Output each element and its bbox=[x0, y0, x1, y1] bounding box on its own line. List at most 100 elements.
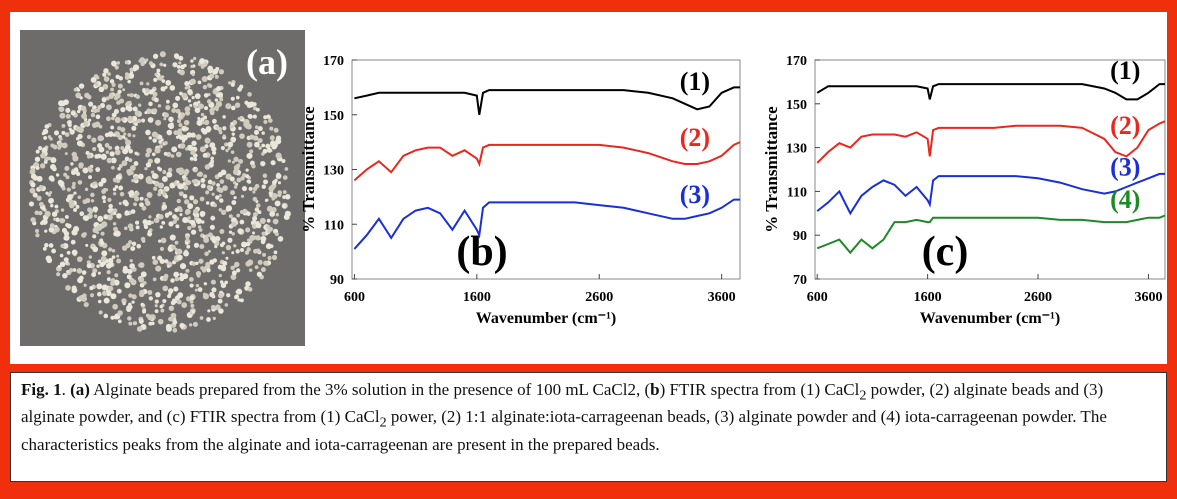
bead bbox=[95, 75, 100, 80]
bead bbox=[201, 76, 208, 83]
bead bbox=[131, 125, 137, 131]
bead bbox=[92, 268, 98, 274]
bead bbox=[174, 276, 180, 282]
bead bbox=[190, 149, 196, 156]
bead bbox=[154, 299, 159, 304]
bead bbox=[77, 277, 83, 284]
bead bbox=[148, 61, 154, 66]
bead bbox=[265, 243, 272, 250]
bead bbox=[145, 152, 150, 158]
bead bbox=[139, 81, 144, 86]
bead bbox=[266, 218, 271, 223]
bead bbox=[173, 271, 180, 278]
bead bbox=[256, 271, 262, 277]
bead bbox=[214, 98, 219, 102]
bead bbox=[234, 102, 241, 108]
bead bbox=[234, 294, 240, 299]
bead bbox=[129, 93, 134, 98]
bead bbox=[260, 239, 266, 245]
bead bbox=[249, 235, 256, 241]
bead bbox=[61, 130, 66, 135]
bead bbox=[145, 129, 151, 136]
bead bbox=[112, 222, 117, 226]
bead bbox=[153, 77, 158, 82]
bead bbox=[154, 304, 158, 308]
bead bbox=[56, 272, 61, 277]
bead bbox=[130, 279, 137, 286]
x-axis-label: Wavenumber (cm⁻¹) bbox=[476, 310, 616, 327]
bead bbox=[206, 268, 211, 273]
caption-text: powder, (2) alginate beads and (3) algin… bbox=[21, 380, 1104, 427]
bead bbox=[47, 135, 52, 139]
bead bbox=[275, 152, 282, 159]
bead bbox=[156, 68, 161, 73]
bead bbox=[200, 220, 205, 224]
bead bbox=[108, 247, 113, 252]
bead bbox=[87, 207, 93, 213]
bead bbox=[114, 185, 119, 189]
bead bbox=[253, 186, 258, 191]
bead bbox=[240, 194, 245, 198]
bead bbox=[175, 108, 181, 114]
bead bbox=[66, 250, 71, 255]
bead bbox=[131, 115, 138, 122]
bead bbox=[157, 104, 162, 108]
bead bbox=[197, 116, 201, 121]
bead bbox=[269, 244, 274, 248]
bead bbox=[121, 245, 128, 251]
bead bbox=[176, 198, 181, 204]
bead bbox=[176, 64, 181, 69]
bead bbox=[197, 171, 203, 177]
bead bbox=[96, 283, 103, 290]
bead bbox=[108, 203, 113, 209]
bead bbox=[41, 147, 48, 153]
bead bbox=[212, 280, 216, 285]
bead bbox=[110, 280, 116, 287]
bead bbox=[224, 280, 229, 285]
bead bbox=[97, 105, 102, 110]
bead bbox=[95, 167, 101, 173]
bead bbox=[105, 262, 112, 269]
bead bbox=[219, 97, 224, 102]
bead bbox=[200, 112, 205, 117]
bead bbox=[189, 295, 195, 301]
bead bbox=[170, 278, 175, 283]
bead bbox=[75, 92, 82, 99]
bead bbox=[113, 211, 117, 216]
bead bbox=[107, 72, 111, 76]
bead bbox=[228, 81, 232, 85]
bead bbox=[208, 232, 213, 238]
bead bbox=[242, 208, 248, 214]
bead bbox=[244, 122, 251, 129]
bead bbox=[206, 99, 212, 104]
bead bbox=[165, 79, 172, 86]
bead bbox=[197, 225, 202, 229]
bead bbox=[59, 253, 64, 258]
bead bbox=[257, 138, 263, 143]
bead bbox=[118, 185, 124, 191]
bead bbox=[59, 112, 66, 119]
bead bbox=[270, 160, 276, 166]
bead bbox=[71, 287, 78, 294]
bead bbox=[219, 228, 225, 234]
bead bbox=[72, 158, 76, 162]
bead bbox=[145, 162, 152, 168]
bead bbox=[182, 217, 189, 224]
y-tick-label: 70 bbox=[793, 273, 807, 288]
bead bbox=[275, 135, 282, 141]
bead bbox=[235, 182, 239, 186]
bead bbox=[97, 271, 101, 275]
bead bbox=[154, 147, 161, 154]
bead bbox=[122, 199, 129, 206]
bead bbox=[125, 139, 132, 146]
bead bbox=[164, 85, 168, 89]
bead bbox=[99, 238, 104, 243]
bead bbox=[160, 86, 166, 92]
bead bbox=[172, 327, 178, 333]
bead bbox=[255, 222, 260, 227]
bead bbox=[266, 205, 273, 212]
bead bbox=[236, 213, 241, 218]
bead bbox=[169, 317, 174, 322]
bead bbox=[73, 208, 78, 212]
bead bbox=[193, 208, 199, 215]
